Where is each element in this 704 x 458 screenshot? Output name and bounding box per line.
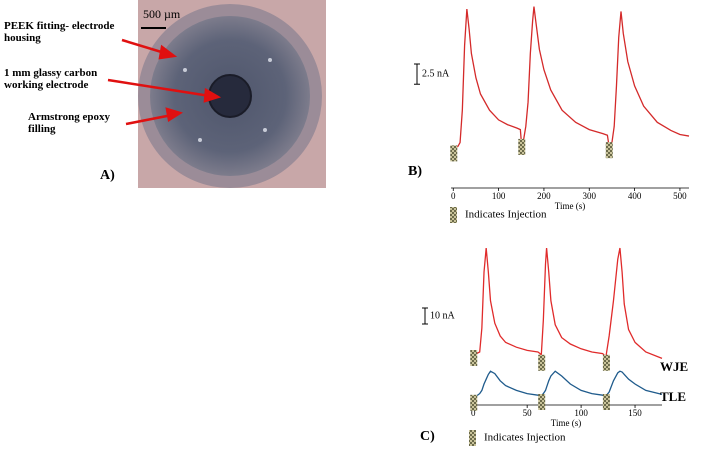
annotation: Armstrong epoxy filling <box>28 111 110 135</box>
injection-marker <box>518 138 526 155</box>
x-tick-label: 200 <box>537 191 551 201</box>
x-tick-label: 150 <box>628 408 642 418</box>
legend-label: Indicates Injection <box>465 209 547 221</box>
arrows <box>107 38 222 126</box>
injection-marker <box>602 394 610 410</box>
scale-label: 2.5 nA <box>422 68 450 79</box>
injection-marker <box>450 145 458 162</box>
x-tick-label: 100 <box>492 191 506 201</box>
trace <box>472 247 663 360</box>
injection-marker <box>470 394 478 411</box>
x-tick-label: 400 <box>628 191 642 201</box>
annotation: 1 mm glassy carbon working electrode <box>4 67 98 91</box>
trace <box>453 6 690 149</box>
annotation-box: 1 mm glassy carbon working electrode <box>4 67 98 91</box>
x-axis-label: Time (s) <box>551 418 581 428</box>
panel-label: A) <box>100 168 115 183</box>
legend-label: Indicates Injection <box>484 432 566 444</box>
panel-label: C) <box>420 429 435 444</box>
injection-marker <box>538 354 546 371</box>
x-tick-label: 300 <box>583 191 597 201</box>
x-tick-label: 500 <box>673 191 687 201</box>
x-tick-label: 100 <box>574 408 588 418</box>
annotation-box: PEEK fitting- electrode housing <box>4 20 115 44</box>
scale-label: 10 nA <box>430 310 456 321</box>
panel-label: B) <box>408 164 422 179</box>
injection-marker <box>605 142 613 159</box>
x-axis-label: Time (s) <box>555 201 585 211</box>
series-name: TLE <box>660 389 686 404</box>
annotation-box: Armstrong epoxy filling <box>28 111 110 135</box>
trace <box>473 370 663 398</box>
photo <box>138 0 326 188</box>
x-tick-label: 0 <box>451 191 456 201</box>
injection-marker <box>470 350 478 366</box>
legend-marker <box>469 430 476 446</box>
annotation: PEEK fitting- electrode housing <box>4 20 115 44</box>
x-tick-label: 50 <box>523 408 533 418</box>
series-name: WJE <box>660 359 688 374</box>
x-tick-label: 0 <box>471 408 476 418</box>
injection-marker <box>602 354 610 371</box>
legend-marker <box>450 207 457 223</box>
injection-marker <box>538 394 546 410</box>
scale-label: 500 µm <box>143 7 181 21</box>
